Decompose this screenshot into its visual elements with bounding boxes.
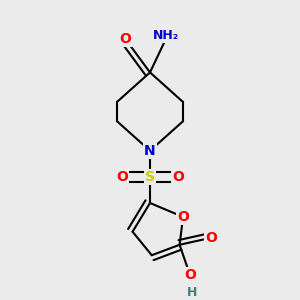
Text: O: O	[116, 170, 128, 184]
Text: H: H	[187, 286, 197, 299]
Text: S: S	[145, 170, 155, 184]
Text: O: O	[184, 268, 196, 282]
Text: O: O	[120, 32, 132, 46]
Text: O: O	[172, 170, 184, 184]
Text: NH₂: NH₂	[153, 29, 179, 42]
Text: O: O	[177, 210, 189, 224]
Text: N: N	[144, 144, 156, 158]
Text: O: O	[205, 231, 217, 245]
